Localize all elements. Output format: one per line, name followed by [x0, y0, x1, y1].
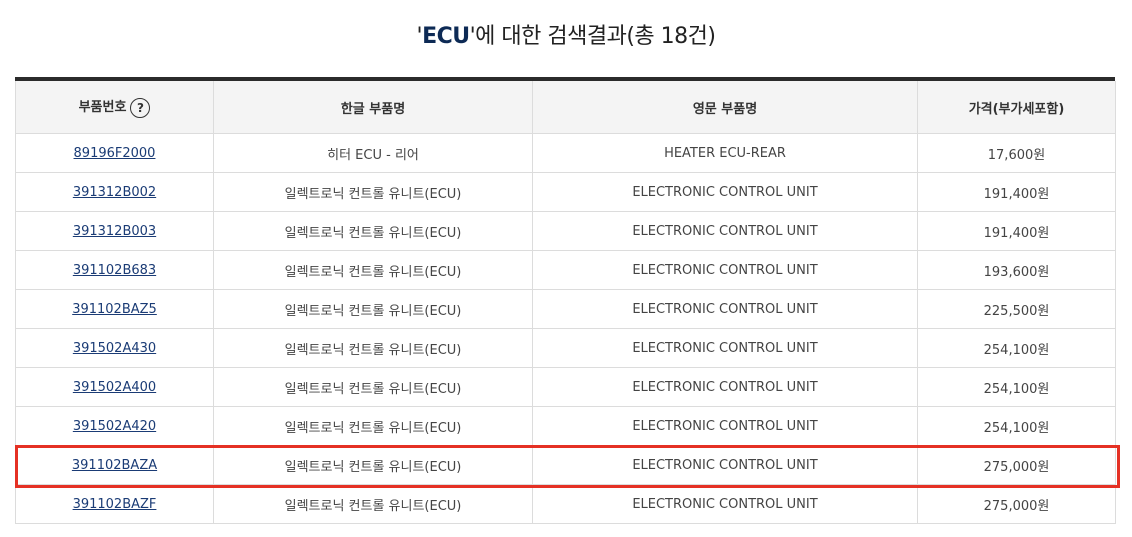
header-price: 가격(부가세포함) — [917, 81, 1116, 134]
table-row: 89196F2000 히터 ECU - 리어 HEATER ECU-REAR 17,6… — [15, 133, 1116, 173]
help-circle-icon[interactable]: ? — [130, 97, 151, 118]
header-english-name: 영문 부품명 — [532, 81, 918, 134]
cell-korean-name: 일렉트로닉 컨트롤 유니트(ECU) — [213, 484, 533, 524]
cell-english-name: ELECTRONIC CONTROL UNIT — [532, 289, 918, 329]
part-number-link[interactable]: 391502A400 — [72, 379, 157, 395]
table-row: 391312B003 일렉트로닉 컨트롤 유니트(ECU) ELECTRONIC C… — [15, 211, 1116, 251]
part-number-link[interactable]: 391502A420 — [72, 418, 157, 434]
part-number-link[interactable]: 391312B002 — [72, 184, 157, 200]
table-row: 391102BAZ5 일렉트로닉 컨트롤 유니트(ECU) ELECTRONIC C… — [15, 289, 1116, 329]
table-row: 391102BAZA 일렉트로닉 컨트롤 유니트(ECU) ELECTRONIC C… — [15, 445, 1116, 485]
table-row: 391102BAZF 일렉트로닉 컨트롤 유니트(ECU) ELECTRONIC C… — [15, 484, 1116, 524]
cell-english-name: ELECTRONIC CONTROL UNIT — [532, 328, 918, 368]
part-number-link[interactable]: 391102B683 — [72, 262, 157, 278]
results-table-container: 부품번호? 한글 부품명 영문 부품명 가격(부가세포함) 89196F2000… — [15, 77, 1116, 524]
cell-price: 275,000원 — [917, 445, 1116, 485]
cell-part-number: 391102B683 — [15, 250, 214, 290]
cell-korean-name: 일렉트로닉 컨트롤 유니트(ECU) — [213, 211, 533, 251]
part-number-link[interactable]: 391102BAZF — [72, 496, 157, 512]
cell-english-name: ELECTRONIC CONTROL UNIT — [532, 367, 918, 407]
cell-korean-name: 일렉트로닉 컨트롤 유니트(ECU) — [213, 289, 533, 329]
cell-english-name: ELECTRONIC CONTROL UNIT — [532, 211, 918, 251]
part-number-link[interactable]: 391502A430 — [72, 340, 157, 356]
cell-english-name: HEATER ECU-REAR — [532, 133, 918, 173]
results-table: 부품번호? 한글 부품명 영문 부품명 가격(부가세포함) 89196F2000… — [15, 81, 1116, 524]
search-result-title: 'ECU'에 대한 검색결과(총 18건) — [0, 18, 1132, 50]
cell-english-name: ELECTRONIC CONTROL UNIT — [532, 250, 918, 290]
cell-price: 275,000원 — [917, 484, 1116, 524]
table-row: 391502A420 일렉트로닉 컨트롤 유니트(ECU) ELECTRONIC C… — [15, 406, 1116, 446]
cell-english-name: ELECTRONIC CONTROL UNIT — [532, 406, 918, 446]
cell-korean-name: 일렉트로닉 컨트롤 유니트(ECU) — [213, 367, 533, 407]
cell-korean-name: 일렉트로닉 컨트롤 유니트(ECU) — [213, 328, 533, 368]
cell-price: 254,100원 — [917, 367, 1116, 407]
cell-korean-name: 히터 ECU - 리어 — [213, 133, 533, 173]
table-row: 391502A430 일렉트로닉 컨트롤 유니트(ECU) ELECTRONIC C… — [15, 328, 1116, 368]
cell-korean-name: 일렉트로닉 컨트롤 유니트(ECU) — [213, 406, 533, 446]
part-number-link[interactable]: 89196F2000 — [73, 145, 156, 161]
cell-part-number: 391502A400 — [15, 367, 214, 407]
cell-english-name: ELECTRONIC CONTROL UNIT — [532, 172, 918, 212]
cell-english-name: ELECTRONIC CONTROL UNIT — [532, 484, 918, 524]
header-korean-name: 한글 부품명 — [213, 81, 533, 134]
cell-price: 254,100원 — [917, 328, 1116, 368]
cell-part-number: 391312B003 — [15, 211, 214, 251]
table-row: 391102B683 일렉트로닉 컨트롤 유니트(ECU) ELECTRONIC C… — [15, 250, 1116, 290]
cell-part-number: 391502A420 — [15, 406, 214, 446]
title-result-count: '에 대한 검색결과(총 18건) — [469, 24, 716, 49]
cell-part-number: 391102BAZF — [15, 484, 214, 524]
cell-part-number: 89196F2000 — [15, 133, 214, 173]
cell-price: 17,600원 — [917, 133, 1116, 173]
cell-price: 191,400원 — [917, 211, 1116, 251]
cell-part-number: 391102BAZ5 — [15, 289, 214, 329]
header-part-number: 부품번호? — [15, 81, 214, 134]
cell-part-number: 391102BAZA — [15, 445, 214, 485]
cell-korean-name: 일렉트로닉 컨트롤 유니트(ECU) — [213, 172, 533, 212]
table-row: 391312B002 일렉트로닉 컨트롤 유니트(ECU) ELECTRONIC C… — [15, 172, 1116, 212]
table-header-row: 부품번호? 한글 부품명 영문 부품명 가격(부가세포함) — [15, 81, 1116, 134]
cell-price: 254,100원 — [917, 406, 1116, 446]
cell-price: 193,600원 — [917, 250, 1116, 290]
cell-part-number: 391502A430 — [15, 328, 214, 368]
cell-korean-name: 일렉트로닉 컨트롤 유니트(ECU) — [213, 445, 533, 485]
cell-part-number: 391312B002 — [15, 172, 214, 212]
cell-price: 191,400원 — [917, 172, 1116, 212]
table-body: 89196F2000 히터 ECU - 리어 HEATER ECU-REAR 17,6… — [15, 133, 1116, 524]
cell-korean-name: 일렉트로닉 컨트롤 유니트(ECU) — [213, 250, 533, 290]
title-quote-open: ' — [416, 24, 423, 49]
header-part-number-label: 부품번호 — [78, 100, 127, 116]
table-row: 391502A400 일렉트로닉 컨트롤 유니트(ECU) ELECTRONIC C… — [15, 367, 1116, 407]
part-number-link[interactable]: 391102BAZA — [71, 457, 158, 473]
cell-price: 225,500원 — [917, 289, 1116, 329]
part-number-link[interactable]: 391102BAZ5 — [72, 301, 157, 317]
part-number-link[interactable]: 391312B003 — [72, 223, 157, 239]
search-keyword: ECU — [422, 24, 470, 49]
cell-english-name: ELECTRONIC CONTROL UNIT — [532, 445, 918, 485]
